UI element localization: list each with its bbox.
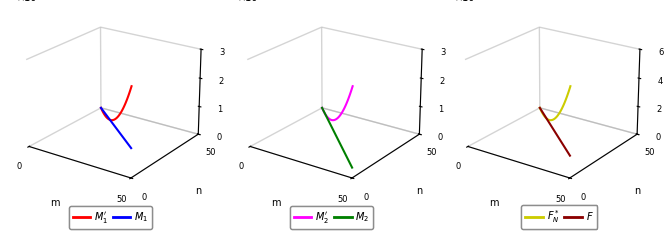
Legend: $M_1'$, $M_1$: $M_1'$, $M_1$ [69, 206, 152, 229]
Legend: $M_2'$, $M_2$: $M_2'$, $M_2$ [290, 206, 373, 229]
X-axis label: m: m [271, 197, 281, 208]
Y-axis label: n: n [634, 186, 641, 196]
X-axis label: m: m [50, 197, 60, 208]
Text: ×10⁷: ×10⁷ [455, 0, 480, 3]
Legend: $F_N^*$, $F$: $F_N^*$, $F$ [521, 205, 598, 229]
Text: ×10⁷: ×10⁷ [237, 0, 261, 3]
X-axis label: m: m [489, 197, 498, 208]
Y-axis label: n: n [416, 186, 423, 196]
Y-axis label: n: n [195, 186, 202, 196]
Text: ×10⁶: ×10⁶ [16, 0, 41, 3]
